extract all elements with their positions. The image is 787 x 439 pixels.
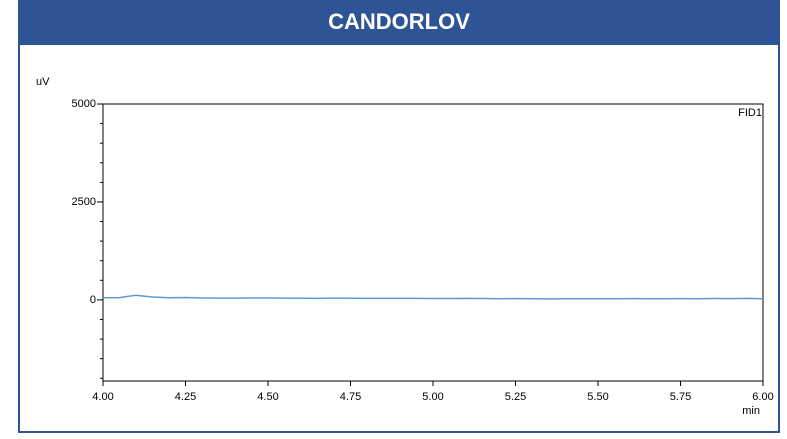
data-line — [102, 294, 764, 300]
y-tick-label: 5000 — [72, 98, 96, 110]
x-tick-label: 4.50 — [257, 391, 278, 403]
x-tick-label: 6.00 — [752, 391, 773, 403]
x-axis-label: min — [742, 405, 760, 417]
x-tick-label: 4.00 — [92, 391, 113, 403]
x-tick-label: 5.25 — [505, 391, 526, 403]
y-tick-label: 2500 — [72, 196, 96, 208]
annotation: FID1 — [738, 107, 762, 119]
x-tick-label: 5.50 — [587, 391, 608, 403]
x-tick-label: 4.25 — [175, 391, 196, 403]
y-axis-label: uV — [36, 76, 50, 88]
x-tick-label: 5.75 — [670, 391, 691, 403]
x-tick-label: 5.00 — [422, 391, 443, 403]
x-tick-label: 4.75 — [340, 391, 361, 403]
y-tick-label: 0 — [90, 294, 96, 306]
chart-title: CANDORLOV — [328, 9, 470, 34]
frame — [18, 0, 780, 433]
title-bar — [18, 0, 780, 45]
